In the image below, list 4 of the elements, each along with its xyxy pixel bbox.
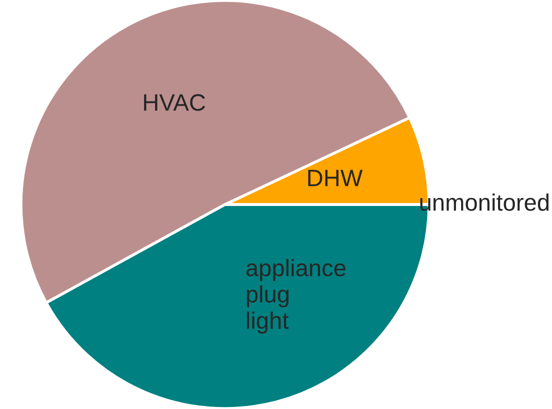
category-label: unmonitored	[420, 193, 549, 211]
slice-label: HVAC	[144, 94, 206, 111]
slice-label: DHW	[308, 170, 363, 186]
slice-label: appliance plug light	[246, 259, 346, 334]
